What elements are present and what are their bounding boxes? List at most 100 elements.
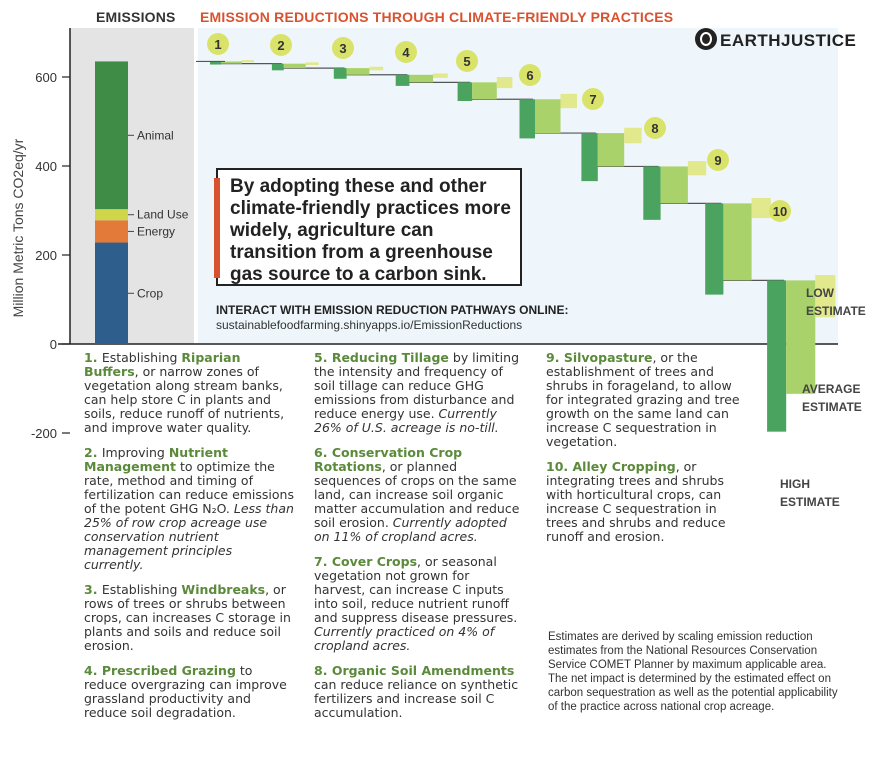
bar-low-5 [496,77,513,89]
practice-name: Conservation Crop Rotations [314,445,463,474]
high-estimate-label: HIGH ESTIMATE [780,477,840,509]
emissions-segment-animal [95,61,128,210]
practice-number: 3. [84,582,102,597]
practice-name: Cover Crops [331,554,418,569]
bar-high-8 [643,166,661,220]
bar-average-9 [723,203,752,281]
bar-average-6 [535,99,561,134]
practice-name: Silvopasture [563,350,653,365]
bar-average-7 [597,133,625,167]
bar-low-2 [305,62,319,65]
segment-label: Energy [137,224,175,238]
practice-item-3: 3. Establishing Windbreaks, or rows of t… [84,583,294,653]
practice-badge-label: 8 [651,121,658,136]
practice-badge-8 [644,117,666,139]
practice-badge-label: 1 [214,37,221,52]
practice-badge-5 [456,50,478,72]
practice-text: Improving [101,445,169,460]
methodology-note: Estimates are derived by scaling emissio… [548,631,838,713]
bar-low-9 [751,198,771,219]
practice-text: , or the establishment of trees and shru… [546,350,740,449]
average-estimate-label: AVERAGE ESTIMATE [802,382,862,414]
practice-badge-label: 7 [589,92,596,107]
practice-name: Organic Soil Amendments [331,663,515,678]
practice-text: to optimize the rate, method and timing … [84,459,294,516]
practice-text: Establishing [101,582,182,597]
practice-text: , or narrow zones of vegetation along st… [84,364,285,435]
practices-column-3: 9. Silvopasture, or the establishment of… [546,351,746,555]
practice-text: to reduce overgrazing can improve grassl… [84,663,287,720]
practice-item-1: 1. Establishing Riparian Buffers, or nar… [84,351,294,435]
practice-number: 2. [84,445,102,460]
bar-high-4 [395,74,410,86]
practice-adoption-note: Less than 25% of row crop acreage use co… [84,501,294,572]
brand-logo: EARTHJUSTICE [720,31,857,50]
practice-badge-label: 3 [339,41,346,56]
emissions-segment-energy [95,220,128,243]
interact-link[interactable]: sustainablefoodfarming.shinyapps.io/Emis… [216,318,523,332]
practice-adoption-note: Currently 26% of U.S. acreage is no-till… [314,406,499,435]
practice-number: 9. [546,350,564,365]
practice-name: Windbreaks [181,582,266,597]
practice-item-8: 8. Organic Soil Amendments can reduce re… [314,664,524,720]
practice-item-5: 5. Reducing Tillage by limiting the inte… [314,351,524,435]
bar-average-5 [472,82,497,100]
practice-item-9: 9. Silvopasture, or the establishment of… [546,351,746,449]
bar-average-2 [283,63,306,69]
practice-adoption-note: Currently practiced on 4% of cropland ac… [314,624,495,653]
bar-high-6 [519,99,535,139]
callout-box: By adopting these and other climate-frie… [214,168,522,286]
bar-average-1 [221,61,242,64]
practice-badge-label: 9 [714,153,721,168]
practice-badge-label: 6 [526,68,533,83]
bar-low-10 [815,275,836,318]
practices-column-2: 5. Reducing Tillage by limiting the inte… [314,351,524,731]
practice-name: Nutrient Management [84,445,228,474]
practice-item-7: 7. Cover Crops, or seasonal vegetation n… [314,555,524,653]
practice-item-2: 2. Improving Nutrient Management to opti… [84,446,294,572]
practice-text: , or integrating trees and shrubs with h… [546,459,726,544]
practice-text: Establishing [101,350,182,365]
practice-badge-2 [270,34,292,56]
practice-text: , or seasonal vegetation not grown for h… [314,554,518,625]
segment-label: Land Use [137,208,189,222]
practice-badge-label: 4 [402,45,410,60]
bar-low-8 [687,161,707,176]
bar-low-7 [624,127,642,144]
y-tick-label: -200 [31,426,57,441]
practice-badge-7 [582,88,604,110]
practice-number: 7. [314,554,332,569]
bar-low-6 [560,93,577,109]
bar-low-3 [369,66,384,71]
callout-text: By adopting these and other climate-frie… [230,176,511,285]
bar-average-4 [409,74,434,83]
bar-high-5 [457,82,473,102]
practice-name: Alley Cropping [572,459,676,474]
practice-number: 5. [314,350,332,365]
practice-item-6: 6. Conservation Crop Rotations, or plann… [314,446,524,544]
practice-name: Riparian Buffers [84,350,241,379]
emissions-segment-crop [95,242,128,344]
practice-badges: 1 2 3 4 5 6 7 8 9 10 [207,33,791,222]
emissions-segment-land-use [95,209,128,221]
emissions-stack: Crop Energy Land Use Animal [95,61,189,344]
practice-number: 4. [84,663,102,678]
practice-badge-10 [769,200,791,222]
bar-average-10 [786,280,816,394]
low-estimate-label: LOW ESTIMATE [806,286,866,318]
y-tick-label: 200 [35,248,57,263]
practice-badge-9 [707,149,729,171]
y-axis: 600 400 200 0 -200 [31,28,838,441]
bar-high-9 [705,203,724,295]
callout-accent-bar [214,178,220,278]
globe-icon [695,28,717,50]
segment-label: Crop [137,286,163,300]
y-axis-label: Million Metric Tons CO2eq/yr [10,138,26,318]
bar-high-7 [581,133,598,182]
practice-text: can reduce reliance on synthetic fertili… [314,677,519,720]
bar-low-4 [433,73,448,78]
practices-column-1: 1. Establishing Riparian Buffers, or nar… [84,351,294,731]
bar-average-8 [660,166,688,204]
bar-high-3 [333,68,347,79]
practice-number: 6. [314,445,332,460]
